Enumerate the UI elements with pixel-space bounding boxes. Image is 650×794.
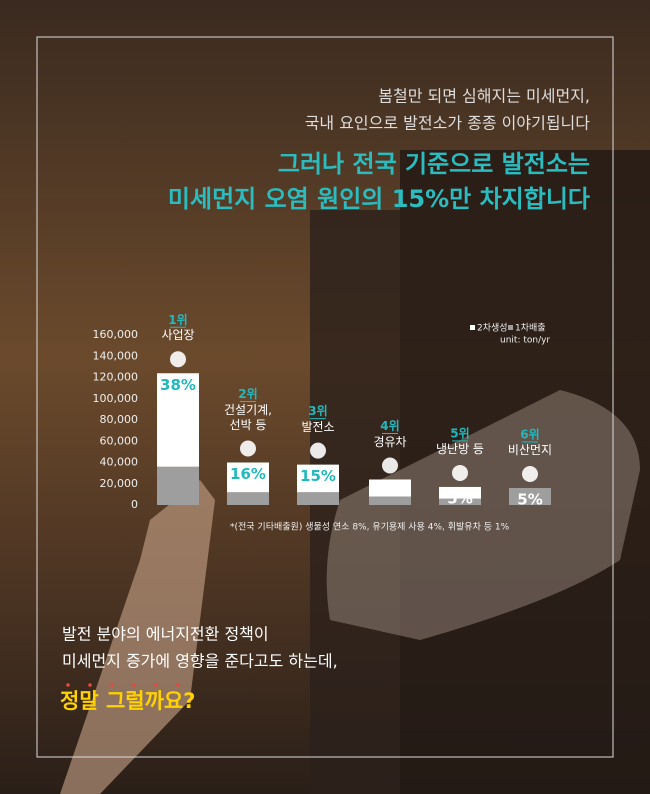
share-label: 11% [372,482,408,500]
category-label: 발전소 [301,419,335,434]
intro-text: 국내 요인으로 발전소가 종종 이야기됩니다 [305,114,591,133]
y-tick-label: 100,000 [93,392,139,405]
bar-segment [369,479,411,497]
category-icon [240,440,256,457]
rank-label: 2위 [238,387,257,401]
unit: unit: ton/yr [500,336,550,346]
bar-segment [157,373,199,467]
intro-text: 봄철만 되면 심해지는 미세먼지, [378,87,590,106]
y-tick-label: 60,000 [100,434,139,447]
bar-segment [439,498,481,505]
category-icon [310,442,326,459]
mask [326,390,640,640]
footer-text: 발전 분야의 에너지전환 정책이 [62,625,269,644]
share-label: 16% [230,465,266,483]
frame [36,36,614,758]
y-tick-label: 40,000 [100,456,139,469]
category-icon [170,351,186,368]
y-tick-label: 160,000 [93,328,139,341]
hand [60,480,215,794]
headline: 미세먼지 오염 원인의 15%만 차지합니다 [168,185,590,213]
category-icon [522,466,538,482]
category-label: 냉난방 등 [436,441,484,456]
share-label: 38% [160,376,196,394]
bar-segment [439,486,481,499]
footer-text: 미세먼지 증가에 영향을 준다고도 하는데, [62,652,338,671]
dots [66,683,180,687]
footnote: *(전국 기타배출원) 생물성 연소 8%, 유기용제 사용 4%, 휘발유차 … [230,521,510,533]
rank-label: 6위 [520,428,539,442]
y-tick-label: 140,000 [93,349,139,362]
category-label: 건설기계, 선박 등 [224,402,272,432]
question: 정말 그럴까요? [60,689,195,713]
y-tick-label: 120,000 [93,371,139,384]
category-label: 경유차 [373,434,407,449]
rank-label: 4위 [380,419,399,433]
share-label: 5% [517,491,542,509]
bar-segment [297,492,339,505]
category-icon [452,464,468,481]
legend-label: 2차생성 [477,322,508,334]
legend-swatch [508,325,513,330]
y-tick-label: 0 [131,498,138,511]
bar-segment [297,464,339,493]
share-label: 15% [300,467,336,485]
category-icon [382,457,398,474]
rank-label: 1위 [168,313,187,327]
share-label: 5% [447,489,472,507]
legend-label: 1차배출 [515,322,546,334]
bar-segment [509,488,551,505]
category-label: 비산먼지 [507,443,553,457]
rank-label: 5위 [450,426,469,440]
headline: 그러나 전국 기준으로 발전소는 [278,150,590,178]
bar-segment [227,492,269,505]
legend-swatch [470,325,475,330]
y-tick-label: 20,000 [100,477,139,490]
bar-segment [227,462,269,493]
bar-segment [369,496,411,505]
rank-label: 3위 [308,404,327,418]
category-label: 사업장 [161,328,195,343]
bar-segment [157,466,199,505]
y-tick-label: 80,000 [100,413,139,426]
